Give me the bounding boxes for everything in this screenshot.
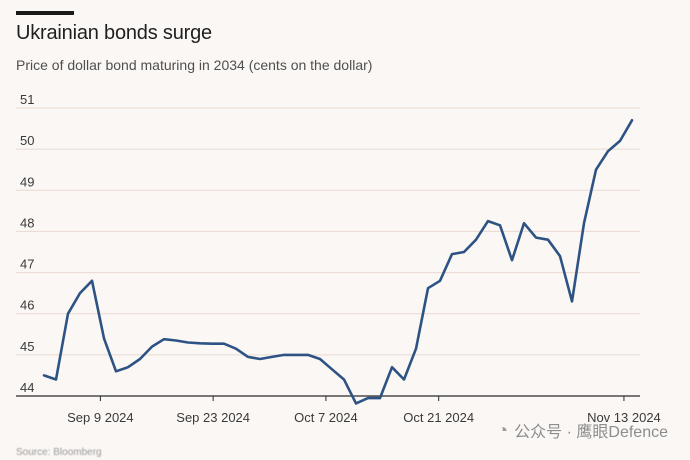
chart-subtitle: Price of dollar bond maturing in 2034 (c… — [16, 57, 373, 73]
x-tick-label: Oct 21 2024 — [403, 410, 474, 425]
source-note: Source: Bloomberg — [16, 447, 102, 458]
x-tick-label: Sep 9 2024 — [67, 410, 134, 425]
grid-lines — [16, 107, 640, 397]
y-axis-ticks: 44 45 46 47 48 49 50 51 — [20, 92, 34, 395]
watermark-text: 公众号 · 鹰眼Defence — [514, 424, 668, 441]
y-tick-label: 45 — [20, 339, 34, 354]
header-rule — [16, 11, 74, 15]
y-tick-label: 47 — [20, 257, 34, 272]
y-tick-label: 44 — [20, 380, 34, 395]
x-tick-label: Nov 13 2024 — [587, 410, 661, 425]
y-tick-label: 49 — [20, 174, 34, 189]
y-tick-label: 48 — [20, 215, 34, 230]
x-axis-ticks: Sep 9 2024 Sep 23 2024 Oct 7 2024 Oct 21 20… — [67, 396, 661, 425]
price-series-line — [42, 119, 634, 405]
y-tick-label: 50 — [20, 133, 34, 148]
y-tick-label: 46 — [20, 298, 34, 313]
wechat-icon: ◔ — [497, 419, 509, 440]
x-tick-label: Oct 7 2024 — [294, 410, 358, 425]
y-tick-label: 51 — [20, 92, 34, 107]
x-tick-label: Sep 23 2024 — [176, 410, 250, 425]
chart-title: Ukrainian bonds surge — [16, 22, 212, 44]
watermark: ◔ 公众号 · 鹰眼Defence — [497, 418, 668, 442]
